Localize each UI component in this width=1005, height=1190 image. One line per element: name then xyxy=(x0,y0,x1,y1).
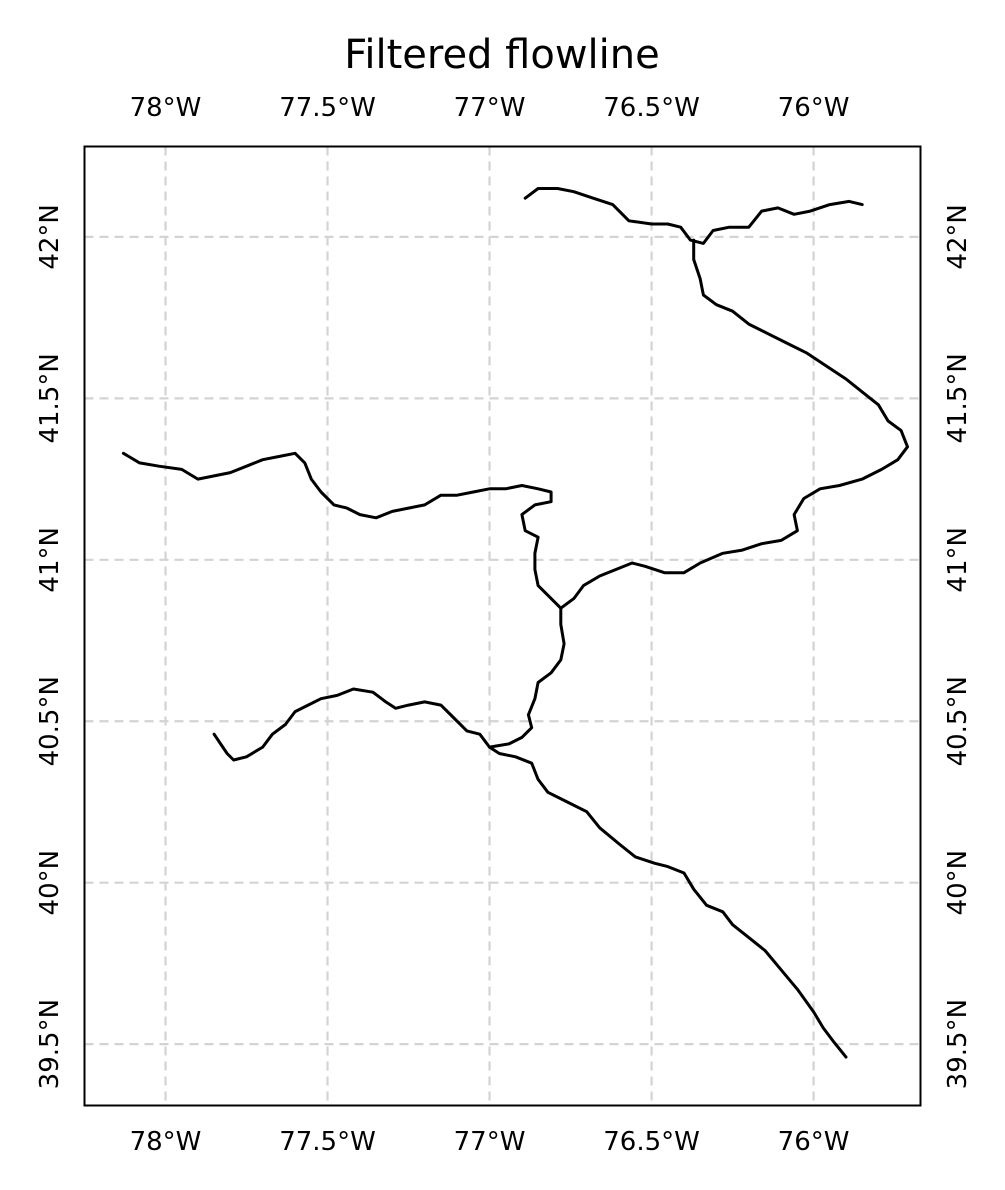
lon-tick-label-top: 76.5°W xyxy=(603,93,700,123)
lon-tick-label-top: 76°W xyxy=(778,93,850,123)
lat-tick-label-right: 40.5°N xyxy=(943,676,973,766)
lat-tick-label-left: 40.5°N xyxy=(35,676,65,766)
lon-tick-label-bottom: 77°W xyxy=(454,1127,526,1157)
lat-tick-label-left: 41°N xyxy=(35,527,65,593)
lat-tick-label-right: 40°N xyxy=(943,850,973,916)
lat-tick-label-right: 42°N xyxy=(943,204,973,270)
tick-labels: 78°W 78°W 77.5°W 77.5°W 77°W 77°W 76.5°W 76.5°W… xyxy=(35,93,973,1157)
flowline-north-branch-upper xyxy=(523,187,864,245)
lon-tick-label-bottom: 77.5°W xyxy=(279,1127,376,1157)
lat-tick-label-left: 42°N xyxy=(35,204,65,270)
flowline-north-branch-main xyxy=(559,238,909,610)
lon-tick-label-top: 77.5°W xyxy=(279,93,376,123)
lat-tick-label-right: 41°N xyxy=(943,527,973,593)
flowline-west-branch xyxy=(121,451,563,610)
flowline-network xyxy=(121,187,909,1059)
flowline-juniata-branch xyxy=(212,687,491,762)
lat-tick-label-right: 41.5°N xyxy=(943,353,973,443)
flowline-main-stem xyxy=(488,606,848,1059)
lat-tick-label-right: 39.5°N xyxy=(943,999,973,1089)
map-title: Filtered flowline xyxy=(344,32,659,78)
lat-tick-label-left: 39.5°N xyxy=(35,999,65,1089)
graticule xyxy=(84,146,921,1106)
lon-tick-label-top: 77°W xyxy=(454,93,526,123)
lon-tick-label-bottom: 78°W xyxy=(130,1127,202,1157)
map-frame xyxy=(83,145,922,1107)
lat-tick-label-left: 40°N xyxy=(35,850,65,916)
lat-tick-label-left: 41.5°N xyxy=(35,353,65,443)
lon-tick-label-bottom: 76.5°W xyxy=(603,1127,700,1157)
lon-tick-label-top: 78°W xyxy=(130,93,202,123)
lon-tick-label-bottom: 76°W xyxy=(778,1127,850,1157)
